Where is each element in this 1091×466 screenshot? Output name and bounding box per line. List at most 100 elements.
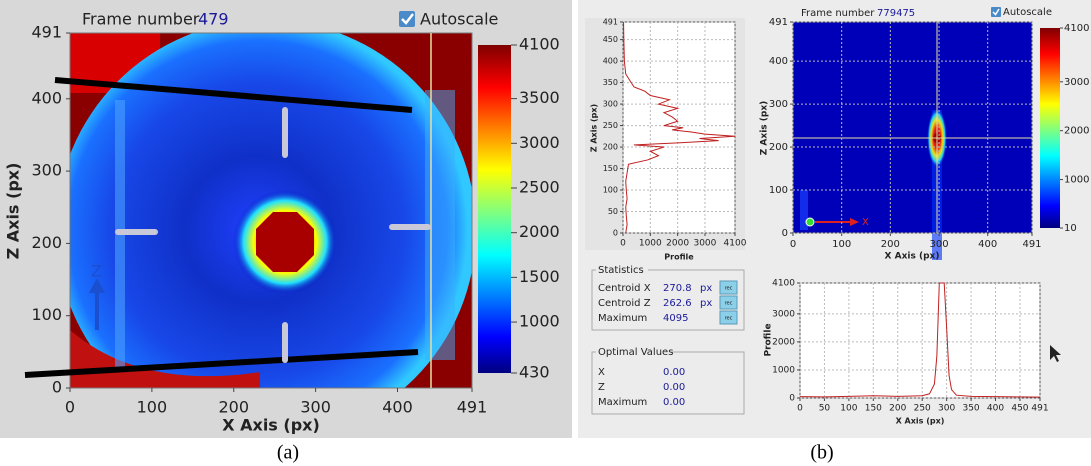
optimal-value: 0.00 [663, 367, 685, 378]
x-tick-label: 200 [218, 398, 249, 417]
x-axis-label: Profile [664, 253, 694, 262]
y-tick-label: 300 [31, 161, 62, 180]
caption: (a) [277, 442, 299, 464]
frame-number: 779475 [877, 8, 915, 19]
x-tick-label: 100 [137, 398, 168, 417]
x-tick-label: 491 [1022, 239, 1041, 250]
y-tick-label: 3000 [1064, 77, 1089, 88]
y-tick-label: 300 [603, 100, 618, 109]
x-tick-label: 400 [987, 404, 1004, 414]
optimal-values-title: Optimal Values [598, 347, 673, 358]
record-button-label[interactable]: rec [725, 316, 733, 322]
y-tick-label: 2000 [519, 222, 560, 241]
y-tick-label: 50 [608, 207, 618, 216]
y-tick-label: 1000 [1064, 175, 1089, 186]
x-tick-label: 400 [382, 398, 413, 417]
y-tick-label: 0 [789, 394, 795, 404]
x-tick-label: 0 [797, 404, 803, 414]
y-tick-label: 1000 [772, 365, 795, 375]
x-tick-label: 100 [840, 404, 857, 414]
autoscale-checkbox[interactable] [399, 11, 415, 27]
y-tick-label: 0 [52, 378, 62, 397]
x-tick-label: 400 [978, 239, 997, 250]
x-tick-label: 1000 [639, 239, 662, 249]
optimal-label: X [598, 367, 605, 378]
y-tick-label: 100 [769, 185, 788, 196]
record-button-label[interactable]: rec [725, 286, 733, 292]
figure: Z Frame number 479 Autoscale X Axis (px)… [0, 0, 1091, 466]
y-tick-label: 4100 [772, 279, 795, 289]
x-tick-label: 491 [457, 398, 488, 417]
y-tick-label: 400 [769, 56, 788, 67]
x-tick-label: 250 [914, 404, 931, 414]
x-axis-label: X Axis (px) [885, 252, 940, 262]
colorbar [1040, 28, 1060, 228]
y-tick-label: 250 [603, 121, 618, 130]
y-tick-label: 4100 [519, 35, 560, 54]
y-tick-label: 3500 [519, 88, 560, 107]
y-tick-label: 2000 [1064, 126, 1089, 137]
y-tick-label: 400 [31, 88, 62, 107]
y-tick-label: 0 [613, 229, 618, 238]
y-tick-label: 200 [31, 233, 62, 252]
autoscale-label[interactable]: Autoscale [420, 10, 498, 29]
x-tick-label: 150 [865, 404, 882, 414]
arrow-label: Z [91, 262, 102, 281]
x-tick-label: 300 [938, 404, 955, 414]
y-axis-label: Z Axis (px) [590, 104, 599, 152]
optimal-label: Z [598, 382, 605, 393]
origin-marker [806, 218, 814, 226]
caption: (b) [810, 442, 833, 464]
x-tick-label: 491 [1031, 404, 1048, 414]
x-axis-label: X Axis (px) [222, 416, 320, 435]
x-tick-label: 0 [65, 398, 75, 417]
stat-value: 270.8 [663, 283, 692, 294]
y-tick-label: 491 [769, 17, 788, 28]
arrow-label: X [862, 217, 869, 228]
y-tick-label: 100 [31, 305, 62, 324]
beam-image-b [793, 22, 1032, 260]
y-tick-label: 491 [603, 18, 618, 27]
x-tick-label: 200 [889, 404, 906, 414]
x-tick-label: 200 [881, 239, 900, 250]
colorbar [478, 45, 511, 373]
x-axis-label: X Axis (px) [896, 417, 945, 426]
y-tick-label: 0 [782, 228, 788, 239]
optimal-value: 0.00 [663, 382, 685, 393]
x-tick-label: 0 [620, 239, 626, 249]
y-tick-label: 3000 [519, 133, 560, 152]
x-tick-label: 100 [832, 239, 851, 250]
frame-label: Frame number [801, 8, 875, 19]
horizontal-profile-frame [800, 283, 1040, 398]
x-tick-label: 4100 [724, 239, 747, 249]
frame-number: 479 [198, 10, 229, 29]
y-tick-label: 350 [603, 78, 618, 87]
y-tick-label: 300 [769, 99, 788, 110]
autoscale-label[interactable]: Autoscale [1003, 7, 1052, 18]
x-tick-label: 450 [1011, 404, 1028, 414]
y-tick-label: 2500 [519, 177, 560, 196]
record-button-label[interactable]: rec [725, 301, 733, 307]
stat-value: 262.6 [663, 298, 692, 309]
y-tick-label: 200 [769, 142, 788, 153]
stat-unit: px [700, 298, 712, 309]
x-tick-label: 300 [300, 398, 331, 417]
stat-label: Maximum [598, 313, 647, 324]
y-tick-label: 3000 [772, 309, 795, 319]
y-tick-label: 10 [1064, 223, 1077, 234]
x-tick-label: 0 [790, 239, 796, 250]
y-tick-label: 400 [603, 57, 618, 66]
x-tick-label: 3000 [693, 239, 716, 249]
statistics-title: Statistics [598, 265, 644, 276]
autoscale-checkbox[interactable] [991, 7, 1001, 17]
y-tick-label: 1000 [519, 312, 560, 331]
y-tick-label: 100 [603, 186, 618, 195]
x-tick-label: 50 [819, 404, 831, 414]
stat-unit: px [700, 283, 712, 294]
y-tick-label: 2000 [772, 337, 795, 347]
x-tick-label: 300 [929, 239, 948, 250]
stat-label: Centroid Z [598, 298, 651, 309]
z-axis-label: Z Axis (px) [4, 163, 23, 260]
y-tick-label: 491 [31, 23, 62, 42]
frame-label: Frame number [82, 10, 200, 29]
